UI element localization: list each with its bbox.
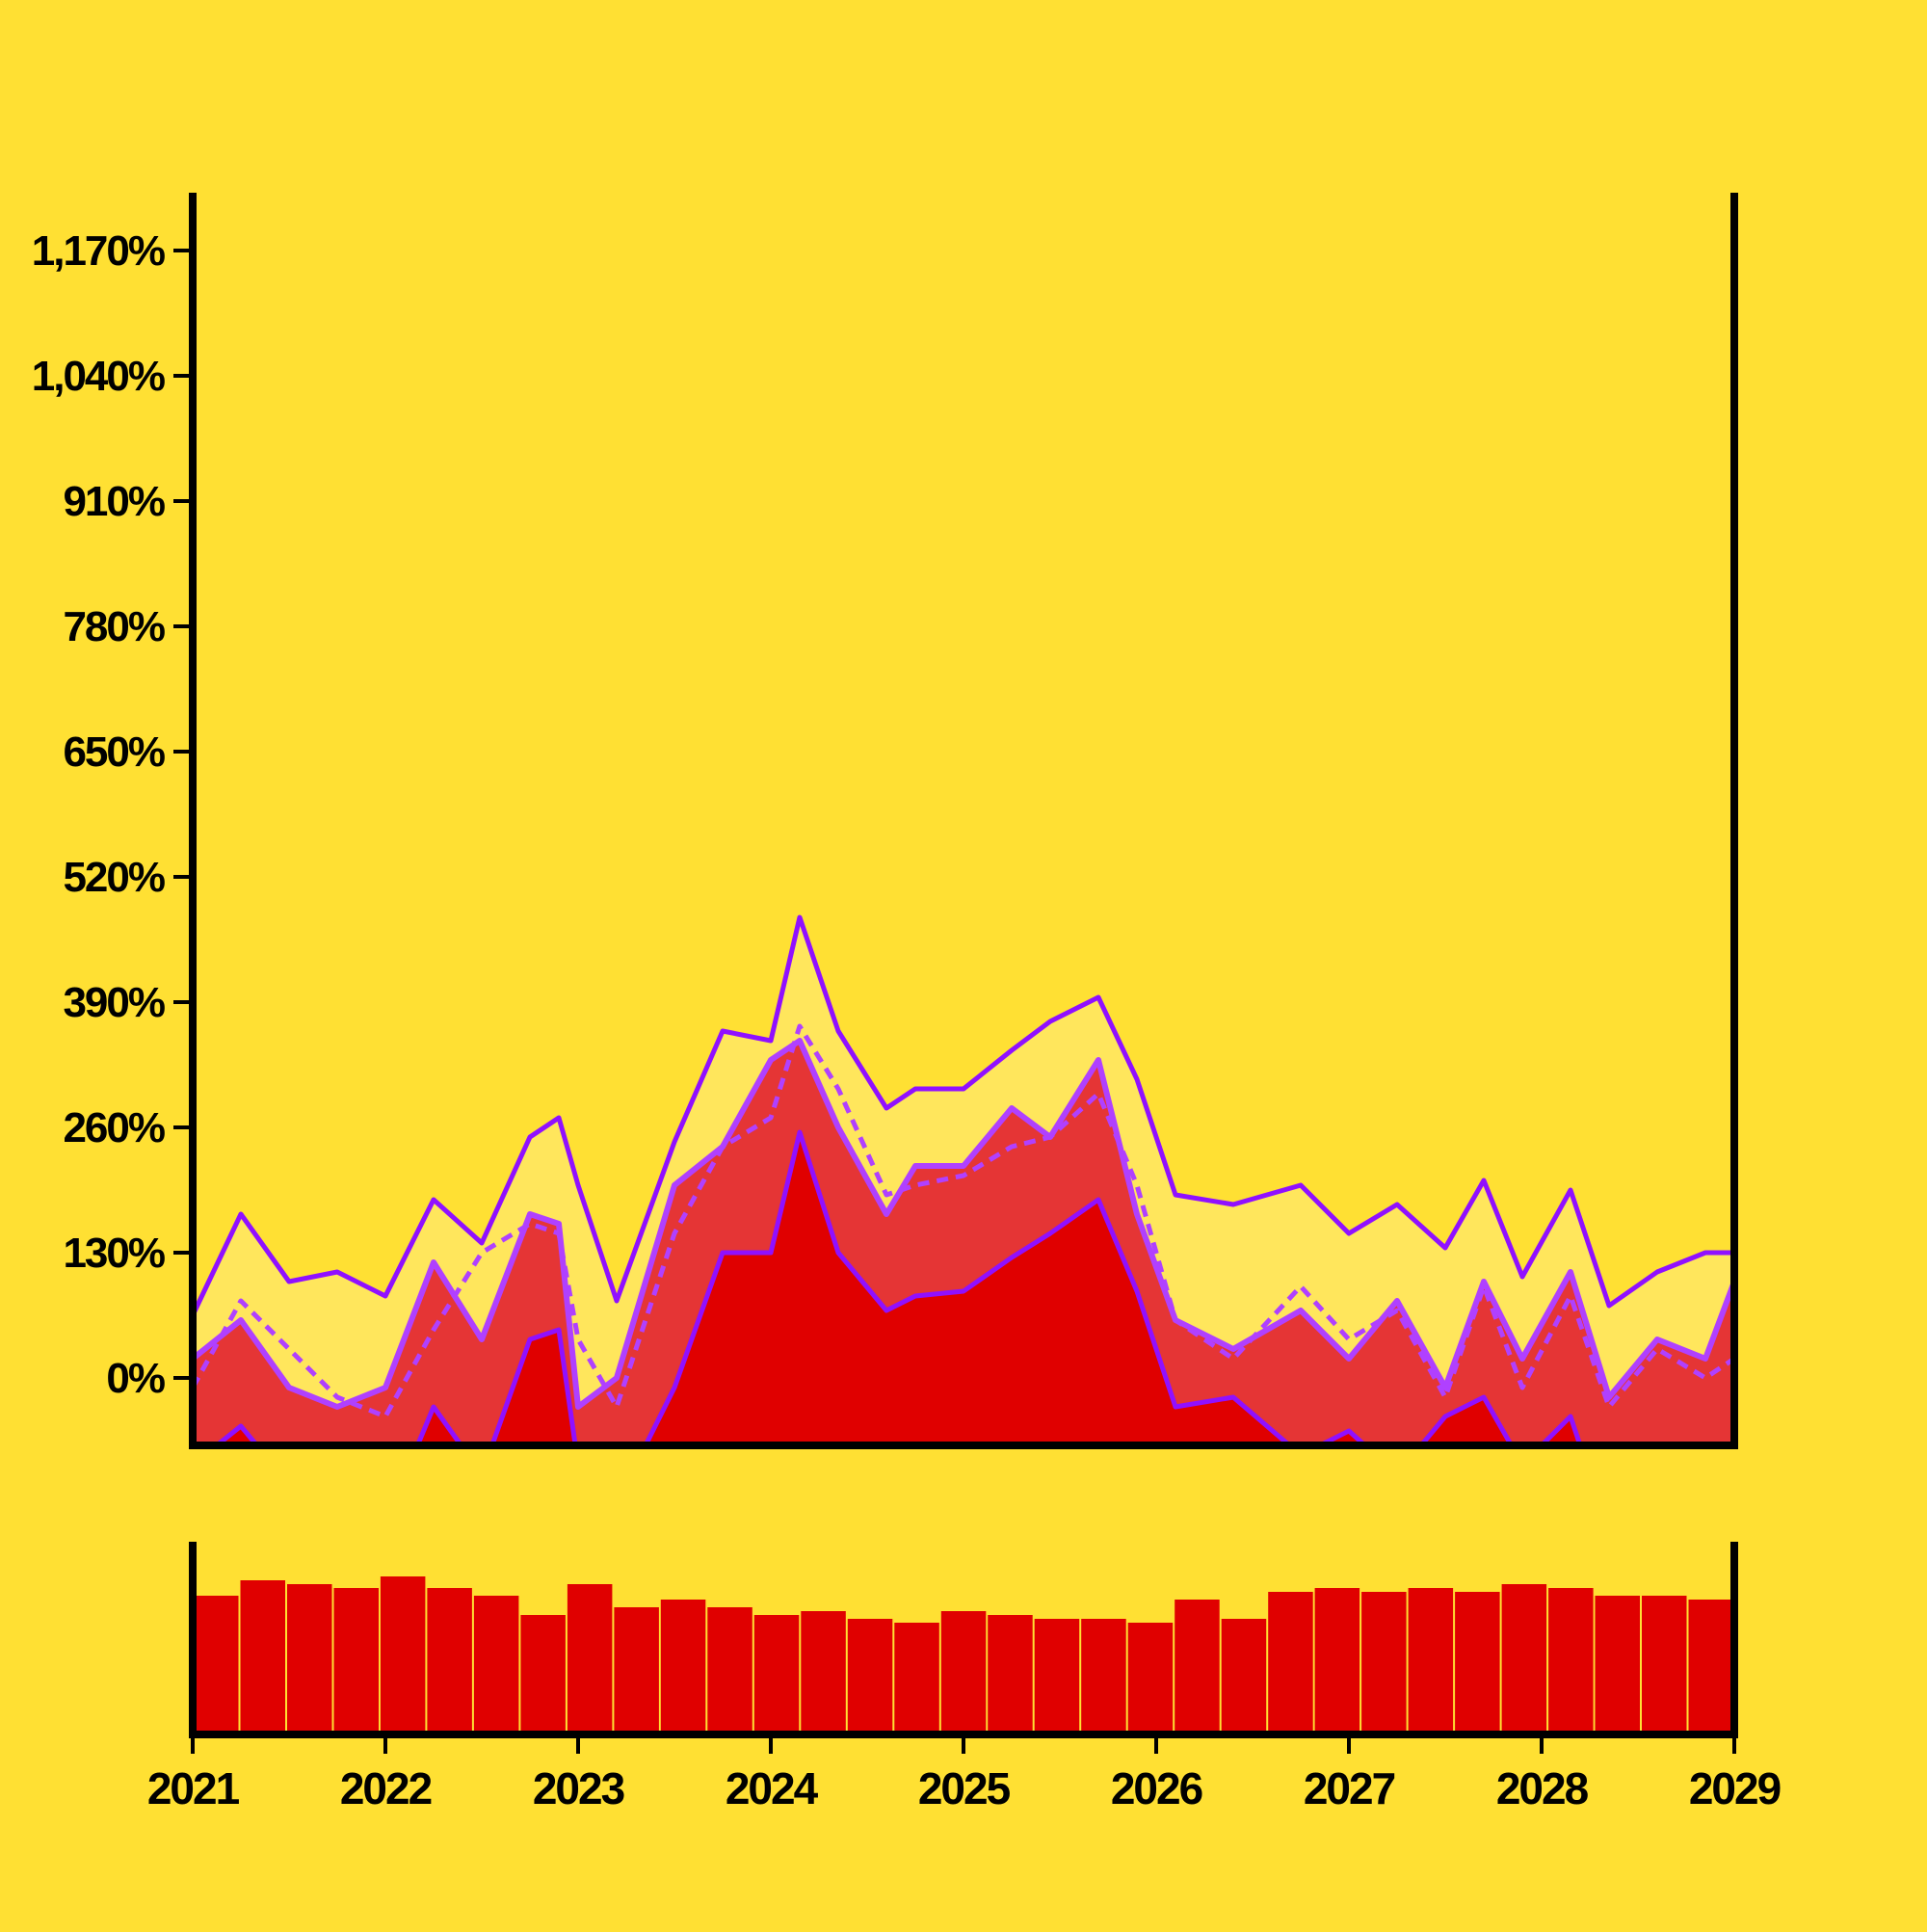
bar-2 — [287, 1584, 332, 1734]
main-plot — [193, 914, 1734, 1445]
y-tick-label: 390% — [63, 979, 164, 1026]
x-tick-label: 2028 — [1496, 1763, 1589, 1813]
lower-band-line — [212, 1129, 1583, 1445]
y-tick-label: 1,170% — [32, 227, 165, 275]
y-tick-label: 520% — [63, 854, 164, 901]
bar-19 — [1081, 1619, 1126, 1734]
bar-29 — [1548, 1588, 1594, 1734]
x-tick-label: 2022 — [340, 1763, 432, 1813]
bar-7 — [520, 1615, 566, 1734]
y-axis-ticks: 0% 130% 260% 390% 520% 650% 780% 910% 1,040% 1,17… — [32, 227, 193, 1402]
bar-16 — [940, 1611, 987, 1734]
bar-11 — [707, 1607, 752, 1734]
x-tick-label: 2023 — [533, 1763, 624, 1813]
bar-9 — [614, 1607, 659, 1734]
y-tick-label: 650% — [63, 728, 164, 776]
y-tick-label: 1,040% — [32, 353, 165, 400]
bar-13 — [801, 1611, 846, 1734]
y-tick-label: 130% — [63, 1230, 164, 1277]
bar-23 — [1268, 1592, 1313, 1734]
bar-6 — [473, 1596, 519, 1734]
y-tick-label: 260% — [63, 1104, 164, 1151]
bar-15 — [894, 1623, 939, 1734]
bar-25 — [1361, 1592, 1407, 1734]
bar-3 — [333, 1588, 379, 1734]
x-axis-ticks: 2021 2022 2023 2024 2025 2026 2027 2028 2029 — [147, 1734, 1782, 1813]
bar-26 — [1408, 1588, 1454, 1734]
x-tick-label: 2021 — [147, 1763, 240, 1813]
bar-10 — [660, 1600, 706, 1734]
bar-12 — [753, 1615, 800, 1734]
bar-18 — [1034, 1619, 1080, 1734]
x-tick-label: 2025 — [918, 1763, 1011, 1813]
bar-20 — [1127, 1623, 1174, 1734]
bar-27 — [1455, 1592, 1500, 1734]
lower-band-area — [193, 1132, 1734, 1445]
bar-22 — [1221, 1619, 1267, 1734]
bar-4 — [380, 1576, 426, 1734]
bar-30 — [1595, 1596, 1640, 1734]
middle-dashed-line — [193, 1023, 1734, 1419]
bar-24 — [1314, 1588, 1360, 1734]
y-tick-label: 910% — [63, 478, 164, 525]
bar-32 — [1688, 1600, 1733, 1734]
bar-14 — [847, 1619, 893, 1734]
bar-28 — [1501, 1584, 1547, 1734]
upper-band-line — [193, 914, 1734, 1317]
bar-plot — [194, 1576, 1733, 1734]
observed-line — [193, 1038, 1734, 1410]
y-tick-label: 0% — [106, 1355, 164, 1402]
observed-area — [193, 1041, 1734, 1445]
x-tick-label: 2029 — [1689, 1763, 1781, 1813]
bar-8 — [567, 1584, 613, 1734]
bar-31 — [1642, 1596, 1687, 1734]
bar-5 — [427, 1588, 472, 1734]
bar-1 — [240, 1580, 285, 1734]
bar-17 — [988, 1615, 1033, 1734]
bar-0 — [194, 1596, 239, 1734]
x-tick-label: 2026 — [1111, 1763, 1202, 1813]
x-tick-label: 2027 — [1304, 1763, 1395, 1813]
y-tick-label: 780% — [63, 603, 164, 650]
x-tick-label: 2024 — [726, 1763, 819, 1813]
bar-21 — [1175, 1600, 1220, 1734]
